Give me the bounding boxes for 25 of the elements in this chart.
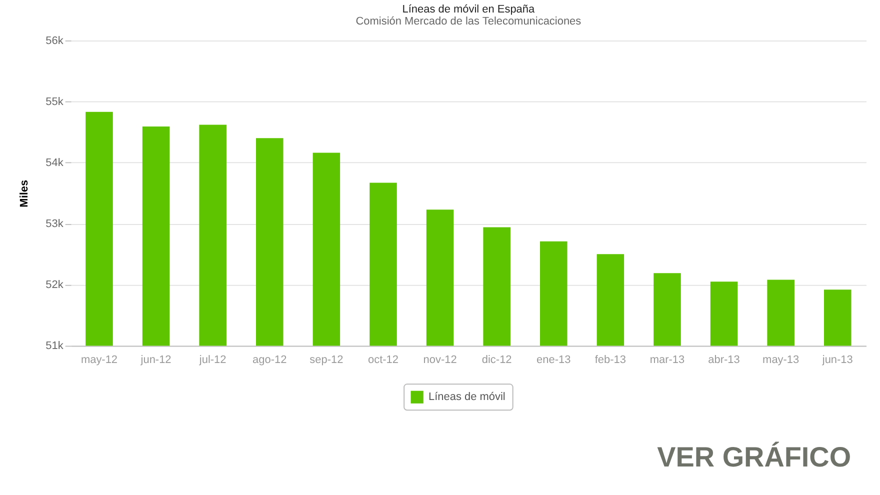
x-tick-label: nov-12 (423, 354, 457, 366)
x-tick-label: jul-12 (198, 354, 226, 366)
x-tick-label: may-13 (762, 354, 800, 366)
x-tick-label: dic-12 (482, 354, 512, 366)
x-tick-label: jun-13 (821, 354, 853, 366)
x-tick-label: mar-13 (650, 354, 685, 366)
y-tick-label: 56k (46, 34, 64, 47)
x-tick-label: may-12 (80, 354, 118, 366)
x-tick-label: feb-13 (594, 354, 626, 366)
x-tick-label: ene-13 (536, 354, 571, 366)
y-tick-label: 55k (46, 96, 64, 108)
y-axis-title: Miles (18, 180, 31, 208)
chart-subtitle: Comisión Mercado de las Telecomunicaciones (356, 15, 582, 28)
legend-label: Líneas de móvil (428, 391, 506, 404)
y-tick-label: 53k (46, 218, 64, 230)
x-tick-label: abr-13 (708, 354, 740, 366)
y-tick-label: 54k (46, 157, 64, 170)
y-tick-label: 51k (46, 340, 64, 352)
text: VER GRÁFICO (657, 441, 852, 472)
x-tick-label: jun-12 (140, 354, 172, 366)
x-tick-label: ago-12 (252, 354, 287, 366)
x-tick-label: sep-12 (310, 354, 344, 366)
y-tick-label: 52k (46, 279, 64, 292)
x-tick-label: oct-12 (368, 354, 398, 366)
chart-title: Líneas de móvil en España (402, 4, 536, 16)
